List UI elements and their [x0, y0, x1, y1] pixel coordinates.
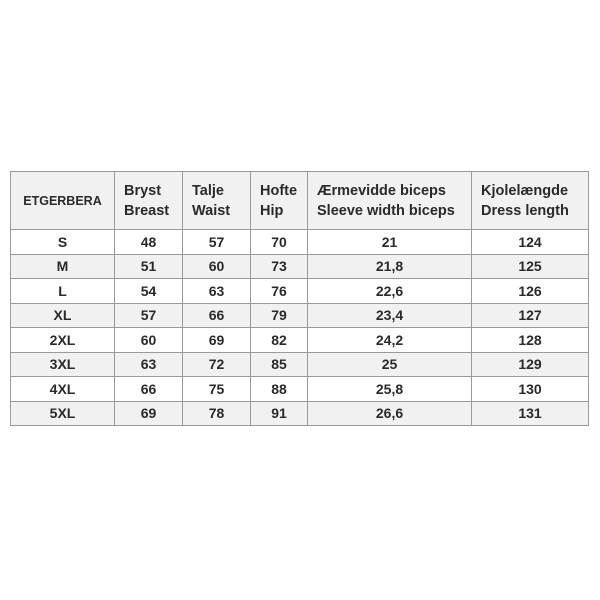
table-cell: 5XL — [10, 400, 115, 426]
header-breast: Bryst Breast — [114, 171, 183, 230]
table-row: 5XL 69 78 91 26,6 131 — [10, 400, 589, 426]
table-cell: 72 — [182, 351, 251, 377]
table-cell: 73 — [250, 253, 308, 279]
table-cell: L — [10, 278, 115, 304]
header-line: Hip — [260, 202, 284, 219]
header-row: ETGERBERA Bryst Breast Talje Waist Hofte Hi… — [10, 171, 589, 230]
size-chart-table: ETGERBERA Bryst Breast Talje Waist Hofte Hi… — [10, 171, 589, 426]
table-cell: 25 — [307, 351, 472, 377]
header-line: Breast — [124, 202, 170, 219]
header-line: Dress length — [481, 202, 569, 219]
header-line: Hofte — [260, 182, 298, 199]
table-cell: 63 — [182, 278, 251, 304]
table-cell: 24,2 — [307, 327, 472, 353]
table-cell: 66 — [182, 302, 251, 328]
table-cell: 78 — [182, 400, 251, 426]
table-cell: 88 — [250, 376, 308, 402]
table-cell: 69 — [114, 400, 183, 426]
table-cell: S — [10, 229, 115, 255]
table-cell: M — [10, 253, 115, 279]
table-cell: 129 — [471, 351, 589, 377]
table-cell: 70 — [250, 229, 308, 255]
table-row: 3XL 63 72 85 25 129 — [10, 351, 589, 377]
table-cell: 66 — [114, 376, 183, 402]
table-cell: 125 — [471, 253, 589, 279]
table-row: M 51 60 73 21,8 125 — [10, 253, 589, 279]
table-cell: 57 — [182, 229, 251, 255]
table-cell: 21 — [307, 229, 472, 255]
table-cell: 48 — [114, 229, 183, 255]
table-cell: 69 — [182, 327, 251, 353]
header-line: Kjolelængde — [481, 182, 569, 199]
table-cell: 54 — [114, 278, 183, 304]
table-cell: 57 — [114, 302, 183, 328]
table-cell: 91 — [250, 400, 308, 426]
table-cell: 60 — [182, 253, 251, 279]
table-cell: 60 — [114, 327, 183, 353]
table-row: 2XL 60 69 82 24,2 128 — [10, 327, 589, 353]
table-cell: 21,8 — [307, 253, 472, 279]
header-hip: Hofte Hip — [250, 171, 308, 230]
table-cell: 79 — [250, 302, 308, 328]
table-cell: 75 — [182, 376, 251, 402]
table-cell: 82 — [250, 327, 308, 353]
header-length: Kjolelængde Dress length — [471, 171, 589, 230]
header-waist: Talje Waist — [182, 171, 251, 230]
table-cell: 130 — [471, 376, 589, 402]
table-cell: XL — [10, 302, 115, 328]
table-cell: 124 — [471, 229, 589, 255]
table-row: XL 57 66 79 23,4 127 — [10, 302, 589, 328]
header-line: Bryst — [124, 182, 162, 199]
table-cell: 4XL — [10, 376, 115, 402]
table-cell: 2XL — [10, 327, 115, 353]
header-line: Talje — [192, 182, 224, 199]
table-row: L 54 63 76 22,6 126 — [10, 278, 589, 304]
table-row: S 48 57 70 21 124 — [10, 229, 589, 255]
table-cell: 85 — [250, 351, 308, 377]
table-cell: 76 — [250, 278, 308, 304]
table-cell: 3XL — [10, 351, 115, 377]
header-line: Waist — [192, 202, 231, 219]
table-cell: 22,6 — [307, 278, 472, 304]
table-cell: 26,6 — [307, 400, 472, 426]
header-line: Sleeve width biceps — [317, 202, 455, 219]
table-cell: 63 — [114, 351, 183, 377]
table-cell: 25,8 — [307, 376, 472, 402]
header-line: Ærmevidde biceps — [317, 182, 446, 199]
table-cell: 23,4 — [307, 302, 472, 328]
header-sleeve: Ærmevidde biceps Sleeve width biceps — [307, 171, 472, 230]
table-cell: 131 — [471, 400, 589, 426]
table-cell: 128 — [471, 327, 589, 353]
header-brand: ETGERBERA — [10, 171, 115, 230]
table-cell: 51 — [114, 253, 183, 279]
table-cell: 126 — [471, 278, 589, 304]
table-row: 4XL 66 75 88 25,8 130 — [10, 376, 589, 402]
table-cell: 127 — [471, 302, 589, 328]
